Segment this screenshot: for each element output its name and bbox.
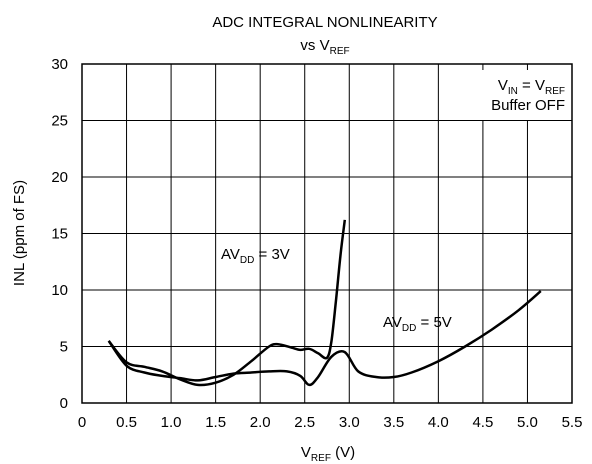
- plot-frame: [81, 63, 573, 404]
- y-tick-label: 25: [51, 113, 68, 130]
- series-line-avdd-3v: [107, 219, 347, 387]
- y-tick-label: 15: [51, 226, 68, 243]
- y-tick-label: 0: [60, 395, 68, 412]
- chart-title-line1: ADC INTEGRAL NONLINEARITY: [212, 14, 437, 31]
- y-tick-labels: 0 5 10 15 20 25 30: [51, 56, 68, 412]
- x-tick-label: 5.0: [517, 414, 538, 431]
- x-tick-label: 0: [78, 414, 86, 431]
- x-axis-label: VREF (V): [301, 444, 355, 464]
- annotation-condition-line2: Buffer OFF: [491, 97, 565, 114]
- series-line-avdd-5v: [107, 290, 542, 387]
- series-label-avdd-5v: AVDD = 5V: [383, 314, 452, 334]
- x-tick-label: 1.5: [205, 414, 226, 431]
- y-tick-label: 30: [51, 56, 68, 73]
- y-tick-label: 5: [60, 339, 68, 356]
- x-tick-label: 1.0: [161, 414, 182, 431]
- series-label-avdd-3v: AVDD = 3V: [221, 246, 290, 266]
- x-tick-labels: 0 0.5 1.0 1.5 2.0 2.5 3.0 3.5 4.0 4.5 5.0 5.5: [78, 414, 583, 431]
- x-tick-label: 3.0: [339, 414, 360, 431]
- x-tick-label: 5.5: [562, 414, 583, 431]
- x-tick-label: 0.5: [116, 414, 137, 431]
- x-tick-label: 3.5: [383, 414, 404, 431]
- y-tick-label: 20: [51, 169, 68, 186]
- y-axis-label: INL (ppm of FS): [11, 180, 28, 286]
- x-tick-label: 4.5: [472, 414, 493, 431]
- annotation-background: [462, 70, 568, 120]
- chart-title-line2: vs VREF: [300, 37, 349, 57]
- annotation-condition-line1: VIN = VREF: [498, 77, 565, 97]
- y-tick-label: 10: [51, 282, 68, 299]
- x-tick-label: 2.0: [250, 414, 271, 431]
- x-tick-label: 4.0: [428, 414, 449, 431]
- x-tick-label: 2.5: [294, 414, 315, 431]
